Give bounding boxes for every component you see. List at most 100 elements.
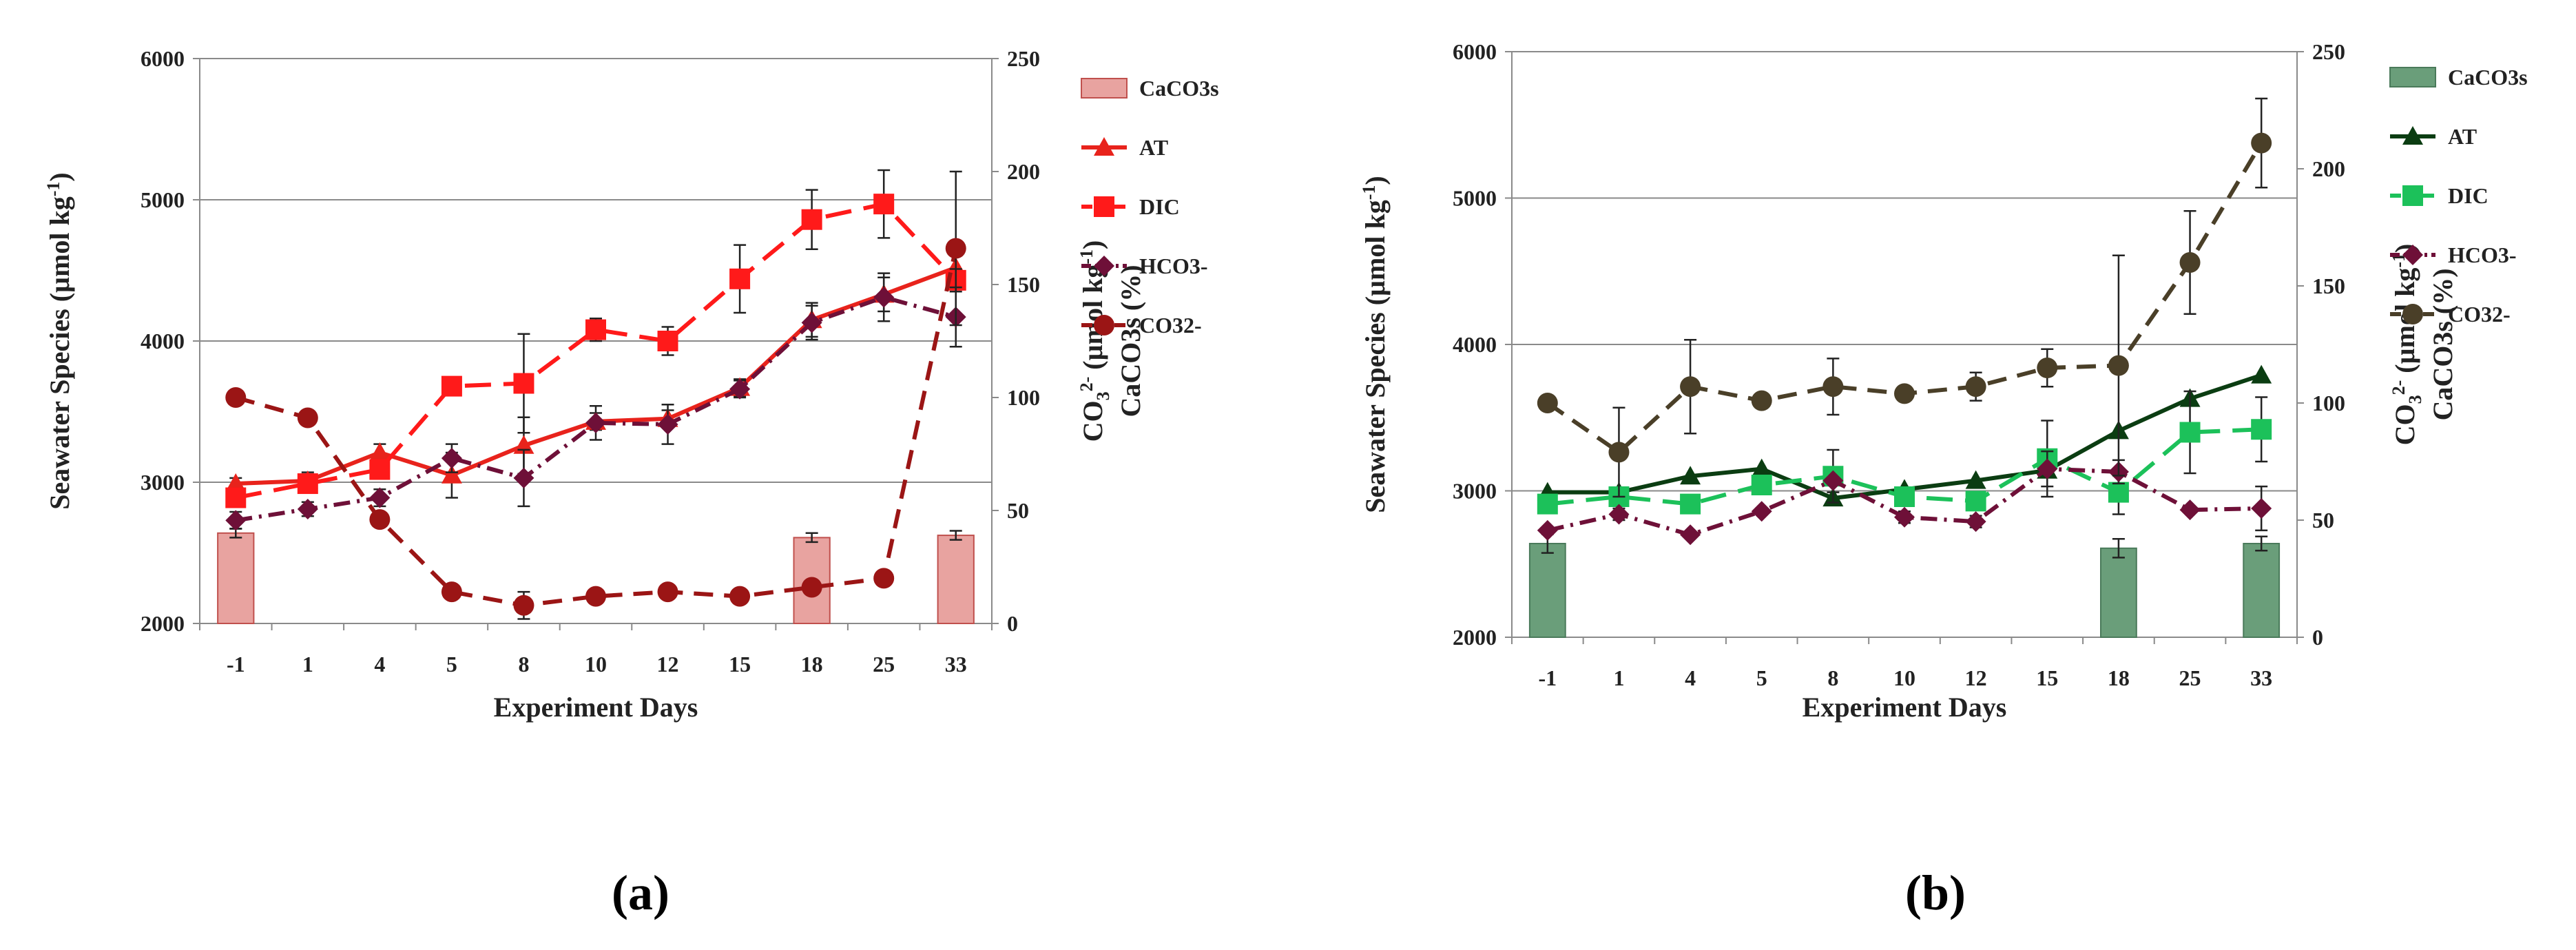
left-y-title-sup: -1 [43, 182, 63, 197]
panel-label: (b) [1905, 865, 1966, 920]
data-point [1751, 501, 1772, 522]
data-point [513, 595, 534, 616]
data-point [297, 407, 318, 428]
right-tick-label: 50 [2312, 508, 2334, 533]
data-point [2251, 419, 2272, 440]
x-tick-label: 5 [1756, 665, 1767, 690]
right-title-sub: 3 [2405, 395, 2425, 404]
data-point [369, 442, 391, 461]
right-title-sup: 2- [1077, 377, 1097, 392]
bar-caco3s [2100, 547, 2137, 638]
left-y-axis-title: Seawater Species (µmol kg-1) [1359, 176, 1391, 513]
right-title-sup: 2- [2389, 380, 2409, 395]
x-tick-label: 33 [945, 652, 967, 677]
panel-label: (a) [612, 865, 669, 920]
legend-swatch [2389, 67, 2436, 87]
data-point [2179, 422, 2201, 443]
legend-marker [1094, 137, 1114, 156]
data-point [369, 459, 391, 480]
data-point [801, 209, 822, 230]
data-point [801, 577, 822, 598]
right-tick-label: 200 [1007, 159, 1040, 184]
series-co32 [225, 170, 966, 620]
data-point [1894, 383, 1915, 404]
legend-label: CaCO3s [2448, 65, 2528, 90]
data-point [585, 586, 606, 607]
legend-swatch [1081, 78, 1128, 99]
right-tick-label: 150 [2312, 273, 2345, 298]
legend-label: DIC [2448, 183, 2489, 208]
data-point [657, 581, 678, 603]
chart-panel-b: 2000 3000 4000 5000 6000 0 50 100 150 200 250 -1 1 4 5… [1359, 39, 2528, 920]
series-line [1546, 142, 2263, 455]
right-y-axis-title-line2: CaCO3s (%) [1115, 265, 1146, 417]
data-point [873, 287, 895, 308]
x-tick-label: 25 [873, 652, 895, 677]
left-y-title-close: ) [44, 172, 75, 181]
data-point [2037, 458, 2058, 479]
data-point [513, 467, 534, 488]
data-point [441, 464, 462, 484]
data-point [1894, 506, 1915, 528]
data-point [729, 586, 751, 607]
x-tick-label: 25 [2179, 665, 2201, 690]
x-tick-label: 5 [446, 652, 457, 677]
data-point [2037, 358, 2058, 378]
chart-panel-a: 2000 3000 4000 5000 6000 0 50 100 150 200 250 -1 1 4 5… [43, 46, 1219, 920]
data-point [225, 487, 247, 508]
right-tick-label: 200 [2312, 156, 2345, 181]
left-tick-label: 2000 [141, 611, 185, 636]
x-tick-label: 15 [729, 652, 751, 677]
x-axis-title: Experiment Days [494, 692, 698, 723]
x-tick-label: 10 [585, 652, 607, 677]
data-point [1751, 458, 1772, 477]
series-dic [1537, 390, 2272, 515]
series-co32 [1537, 97, 2272, 498]
series-line [235, 295, 957, 523]
left-tick-label: 6000 [141, 46, 185, 71]
left-tick-label: 4000 [141, 329, 185, 353]
right-tick-label: 250 [2312, 39, 2345, 64]
left-tick-label: 5000 [1453, 186, 1497, 211]
data-point [873, 194, 895, 215]
right-title-co: CO [2389, 404, 2420, 445]
right-tick-label: 50 [1007, 498, 1029, 523]
data-point [585, 319, 606, 340]
data-point [1537, 519, 1558, 541]
x-tick-label: 12 [657, 652, 679, 677]
data-point [1822, 470, 1844, 491]
x-tick-label: 18 [801, 652, 823, 677]
right-tick-label: 100 [1007, 385, 1040, 410]
data-point [297, 498, 318, 519]
right-tick-label: 100 [2312, 391, 2345, 415]
data-point [369, 487, 391, 508]
x-tick-label: -1 [1538, 665, 1557, 690]
left-tick-label: 3000 [141, 470, 185, 495]
legend-label: HCO3- [1139, 254, 1208, 278]
legend-marker [2402, 126, 2423, 145]
data-point [2179, 499, 2201, 521]
right-tick-label: 0 [2312, 625, 2323, 650]
right-tick-label: 0 [1007, 611, 1018, 636]
bar-caco3s [937, 535, 975, 625]
data-point [1680, 376, 1701, 397]
left-tick-label: 3000 [1453, 479, 1497, 504]
x-tick-label: 12 [1965, 665, 1987, 690]
legend-label: CO32- [2448, 302, 2511, 327]
x-tick-label: 1 [302, 652, 313, 677]
data-point [1822, 376, 1844, 397]
data-point [441, 448, 462, 469]
right-tick-label: 250 [1007, 46, 1040, 71]
legend-marker [1094, 256, 1114, 276]
legend: CaCO3s AT DIC HCO3- CO32- [2389, 65, 2528, 327]
x-tick-label: 18 [2108, 665, 2130, 690]
data-point [657, 331, 678, 351]
data-point [1537, 493, 1558, 515]
data-point [801, 312, 822, 333]
legend-label: AT [2448, 124, 2477, 149]
left-y-title-close: ) [1360, 176, 1391, 185]
data-point [1680, 524, 1701, 546]
data-point [1965, 470, 1986, 489]
left-y-title-main: Seawater Species (µmol kg [44, 196, 75, 509]
legend-marker [1094, 196, 1114, 217]
